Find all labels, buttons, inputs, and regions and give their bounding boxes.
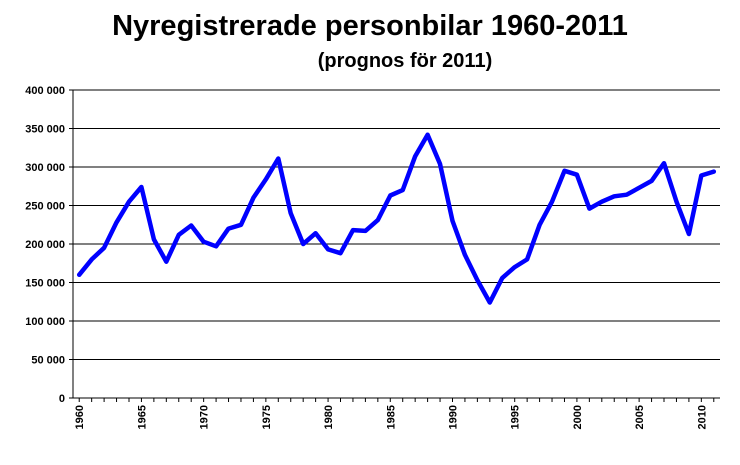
x-tick-label: 1990 (447, 405, 459, 429)
data-point (340, 252, 342, 254)
data-point (228, 228, 230, 230)
data-point (352, 229, 354, 231)
data-point (675, 201, 677, 203)
data-point (364, 230, 366, 232)
data-point (427, 134, 429, 136)
data-point (588, 208, 590, 210)
data-point (700, 174, 702, 176)
x-tick-label: 1975 (261, 405, 273, 429)
y-tick-label: 0 (59, 393, 65, 405)
data-point (290, 212, 292, 214)
data-point (128, 201, 130, 203)
data-point (501, 277, 503, 279)
data-point (663, 162, 665, 164)
data-point (190, 225, 192, 227)
y-tick-label: 150 000 (25, 278, 65, 290)
data-point (315, 232, 317, 234)
gridlines (73, 89, 720, 360)
data-point (688, 233, 690, 235)
data-point (601, 201, 603, 203)
data-point (240, 224, 242, 226)
data-point (626, 194, 628, 196)
data-point (402, 189, 404, 191)
data-point (526, 258, 528, 260)
data-point (651, 180, 653, 182)
data-point (451, 220, 453, 222)
x-tick-label: 1960 (74, 405, 86, 429)
y-tick-label: 50 000 (31, 355, 65, 367)
data-point (203, 241, 205, 243)
x-tick-label: 2010 (696, 405, 708, 429)
data-point (377, 219, 379, 221)
y-tick-label: 300 000 (25, 162, 65, 174)
data-point (713, 171, 715, 173)
x-tick-label: 2005 (634, 405, 646, 429)
data-point (638, 187, 640, 189)
data-point (302, 243, 304, 245)
data-point (414, 155, 416, 157)
data-point (103, 247, 105, 249)
data-point (551, 201, 553, 203)
y-tick-label: 100 000 (25, 316, 65, 328)
data-point (153, 238, 155, 240)
chart-subtitle: (prognos för 2011) (317, 50, 493, 72)
data-point (265, 178, 267, 180)
data-point (464, 254, 466, 256)
x-tick-label: 1965 (136, 405, 148, 429)
data-point (327, 248, 329, 250)
data-point (215, 245, 217, 247)
x-tick-label: 1985 (385, 405, 397, 429)
y-tick-label: 350 000 (25, 124, 65, 136)
data-point (439, 163, 441, 165)
data-point (277, 158, 279, 160)
data-point (539, 224, 541, 226)
data-point (514, 266, 516, 268)
x-tick-label: 1995 (510, 405, 522, 429)
x-tick-label: 1980 (323, 405, 335, 429)
x-tick-label: 2000 (572, 405, 584, 429)
y-axis-ticks: 0 50 000 100 000 150 000 200 000 250 000 300 0… (25, 85, 73, 405)
series-group (76, 132, 717, 305)
series-line (76, 132, 717, 305)
data-point (165, 261, 167, 263)
data-point (576, 174, 578, 176)
data-point (489, 302, 491, 304)
chart-title: Nyregistrerade personbilar 1960-2011 (112, 10, 628, 42)
data-point (613, 195, 615, 197)
data-point (252, 197, 254, 199)
data-point (563, 170, 565, 172)
y-tick-label: 250 000 (25, 201, 65, 213)
y-tick-label: 400 000 (25, 85, 65, 97)
data-point (140, 186, 142, 188)
y-tick-label: 200 000 (25, 239, 65, 251)
data-point (178, 234, 180, 236)
data-point (389, 194, 391, 196)
data-point (78, 274, 80, 276)
x-axis-ticks: 1960 1965 1970 1975 1980 1985 1990 1995 2000 2005… (74, 398, 715, 429)
data-point (116, 221, 118, 223)
x-tick-label: 1970 (199, 405, 211, 429)
data-point (476, 279, 478, 281)
data-point (91, 258, 93, 260)
